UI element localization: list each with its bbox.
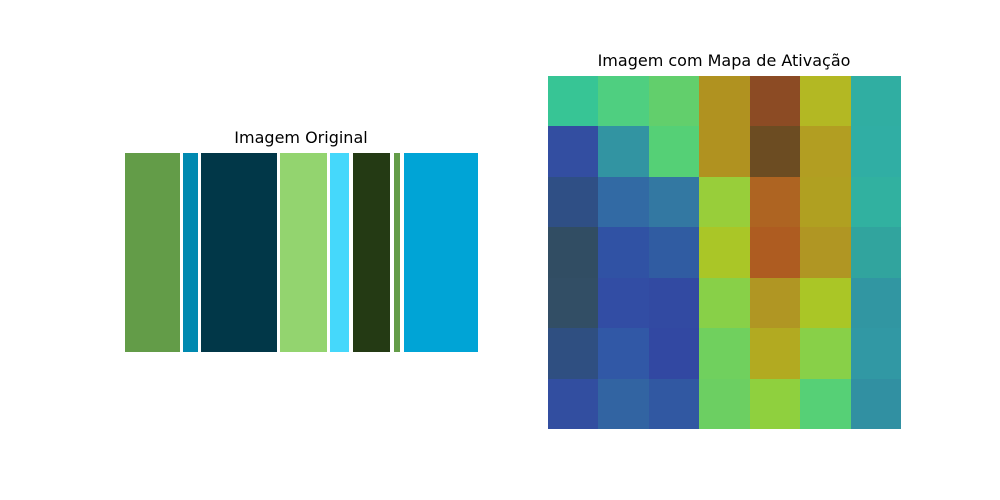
activation-cell-r3-c6 xyxy=(800,176,851,228)
activation-cell-r7-c3 xyxy=(648,378,700,429)
activation-cell-r7-c6 xyxy=(800,378,851,429)
activation-cell-r3-c1 xyxy=(548,176,599,228)
activation-cell-r1-c4 xyxy=(699,76,750,127)
activation-cell-r2-c1 xyxy=(548,126,599,177)
activation-cell-r7-c4 xyxy=(699,378,750,429)
activation-cell-r6-c7 xyxy=(850,328,901,379)
image-stripe-2 xyxy=(182,153,199,352)
activation-cell-r6-c6 xyxy=(800,328,851,379)
activation-cell-r1-c7 xyxy=(850,76,901,127)
activation-cell-r3-c4 xyxy=(699,176,750,228)
activation-cell-r2-c3 xyxy=(648,126,700,177)
image-stripe-5 xyxy=(330,153,350,352)
image-stripe-4 xyxy=(279,153,327,352)
activation-cell-r7-c1 xyxy=(548,378,599,429)
original-image-title: Imagem Original xyxy=(234,128,368,147)
activation-cell-r1-c6 xyxy=(800,76,851,127)
activation-cell-r6-c3 xyxy=(648,328,700,379)
activation-cell-r6-c5 xyxy=(749,328,801,379)
activation-cell-r3-c7 xyxy=(850,176,901,228)
activation-cell-r4-c4 xyxy=(699,227,750,278)
activation-cell-r2-c7 xyxy=(850,126,901,177)
image-stripe-1 xyxy=(125,153,181,352)
activation-cell-r5-c5 xyxy=(749,277,801,329)
activation-cell-r5-c4 xyxy=(699,277,750,329)
activation-cell-r3-c2 xyxy=(598,176,649,228)
activation-cell-r1-c5 xyxy=(749,76,801,127)
activation-cell-r7-c5 xyxy=(749,378,801,429)
image-stripe-7 xyxy=(393,153,400,352)
activation-cell-r6-c2 xyxy=(598,328,649,379)
activation-cell-r3-c5 xyxy=(749,176,801,228)
activation-cell-r7-c7 xyxy=(850,378,901,429)
activation-cell-r1-c1 xyxy=(548,76,599,127)
original-image xyxy=(125,153,478,352)
image-stripe-6 xyxy=(353,153,391,352)
activation-cell-r6-c1 xyxy=(548,328,599,379)
activation-cell-r2-c6 xyxy=(800,126,851,177)
activation-cell-r4-c7 xyxy=(850,227,901,278)
image-stripe-8 xyxy=(403,153,478,352)
activation-map-title: Imagem com Mapa de Ativação xyxy=(597,51,851,70)
activation-cell-r5-c3 xyxy=(648,277,700,329)
activation-cell-r1-c3 xyxy=(648,76,700,127)
activation-cell-r2-c4 xyxy=(699,126,750,177)
image-stripe-3 xyxy=(200,153,278,352)
activation-cell-r4-c3 xyxy=(648,227,700,278)
activation-cell-r7-c2 xyxy=(598,378,649,429)
activation-cell-r4-c2 xyxy=(598,227,649,278)
activation-cell-r2-c2 xyxy=(598,126,649,177)
activation-cell-r5-c7 xyxy=(850,277,901,329)
activation-cell-r1-c2 xyxy=(598,76,649,127)
activation-cell-r2-c5 xyxy=(749,126,801,177)
activation-cell-r5-c2 xyxy=(598,277,649,329)
activation-cell-r4-c1 xyxy=(548,227,599,278)
activation-cell-r3-c3 xyxy=(648,176,700,228)
activation-cell-r6-c4 xyxy=(699,328,750,379)
activation-map xyxy=(548,76,901,429)
activation-cell-r5-c1 xyxy=(548,277,599,329)
activation-cell-r4-c6 xyxy=(800,227,851,278)
activation-cell-r4-c5 xyxy=(749,227,801,278)
activation-cell-r5-c6 xyxy=(800,277,851,329)
